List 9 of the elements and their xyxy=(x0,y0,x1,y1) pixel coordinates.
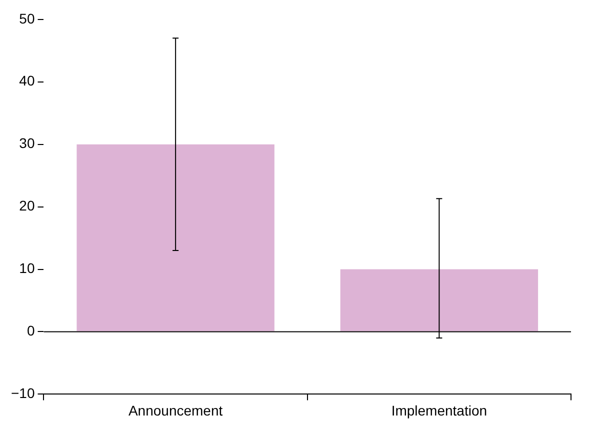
y-tick-label: 40 xyxy=(19,72,35,89)
y-tick-label: 30 xyxy=(19,135,35,152)
y-tick-label: 10 xyxy=(19,260,35,276)
x-tick-label: Implementation xyxy=(391,402,488,418)
y-tick-label: 20 xyxy=(19,198,35,214)
y-tick-label: 50 xyxy=(19,10,35,26)
y-tick-label: −10 xyxy=(11,385,35,402)
y-tick-label: 0 xyxy=(26,322,35,339)
x-tick-label: Announcement xyxy=(128,402,223,418)
